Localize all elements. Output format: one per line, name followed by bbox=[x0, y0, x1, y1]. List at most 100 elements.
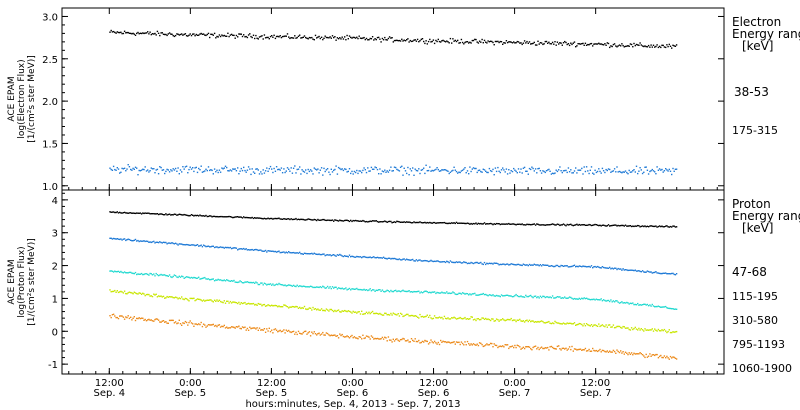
data-point bbox=[560, 297, 562, 299]
data-point bbox=[205, 214, 207, 217]
data-point bbox=[187, 324, 189, 326]
data-point bbox=[392, 338, 394, 340]
data-point bbox=[219, 215, 222, 218]
data-point bbox=[235, 170, 238, 172]
data-point bbox=[286, 306, 289, 308]
data-point bbox=[645, 353, 647, 356]
data-point bbox=[594, 169, 596, 171]
data-point bbox=[370, 166, 373, 169]
data-point bbox=[475, 294, 477, 296]
data-point bbox=[251, 282, 253, 284]
data-point bbox=[206, 245, 208, 248]
data-point bbox=[590, 224, 593, 227]
data-point bbox=[452, 291, 454, 293]
data-point bbox=[358, 311, 360, 313]
data-point bbox=[224, 216, 227, 218]
data-point bbox=[516, 40, 518, 43]
data-point bbox=[533, 263, 535, 265]
data-point bbox=[266, 328, 268, 330]
data-point bbox=[578, 43, 580, 45]
data-point bbox=[571, 265, 573, 268]
data-point bbox=[209, 299, 211, 301]
data-point bbox=[114, 211, 116, 214]
data-point bbox=[527, 42, 529, 44]
data-point bbox=[179, 33, 182, 36]
data-point bbox=[345, 168, 347, 171]
data-point bbox=[159, 34, 161, 37]
data-point bbox=[221, 301, 223, 303]
data-point bbox=[471, 344, 473, 346]
data-point bbox=[651, 168, 653, 171]
data-point bbox=[495, 40, 498, 43]
data-point bbox=[515, 293, 517, 296]
data-point bbox=[165, 321, 167, 323]
data-point bbox=[629, 329, 632, 331]
data-point bbox=[145, 240, 148, 242]
data-point bbox=[120, 171, 122, 173]
data-point bbox=[150, 319, 152, 321]
data-point bbox=[595, 298, 598, 300]
data-point bbox=[361, 289, 363, 291]
data-point bbox=[380, 257, 382, 259]
xtick-date-label: Sep. 6 bbox=[337, 388, 369, 399]
data-point bbox=[534, 224, 537, 226]
data-point bbox=[647, 305, 650, 307]
data-point bbox=[255, 217, 257, 219]
data-point bbox=[168, 242, 171, 244]
data-point bbox=[560, 349, 562, 351]
data-point bbox=[575, 167, 577, 169]
data-point bbox=[406, 340, 408, 342]
data-point bbox=[119, 31, 121, 34]
data-point bbox=[485, 317, 487, 320]
data-point bbox=[588, 44, 590, 46]
data-point bbox=[314, 219, 317, 221]
data-point bbox=[222, 216, 224, 218]
data-point bbox=[463, 43, 465, 45]
data-point bbox=[407, 221, 409, 223]
data-point bbox=[504, 319, 506, 322]
data-point bbox=[363, 36, 365, 39]
data-point bbox=[147, 31, 149, 33]
data-point bbox=[568, 322, 571, 324]
data-point bbox=[455, 40, 458, 43]
data-point bbox=[443, 261, 446, 263]
data-point bbox=[318, 219, 320, 221]
data-point bbox=[588, 298, 590, 300]
data-point bbox=[281, 251, 284, 253]
data-point bbox=[387, 257, 390, 259]
data-point bbox=[353, 336, 356, 338]
data-point bbox=[544, 40, 546, 43]
data-point bbox=[589, 43, 591, 45]
data-point bbox=[337, 287, 340, 289]
data-point bbox=[275, 35, 278, 38]
data-point bbox=[384, 220, 386, 222]
data-point bbox=[491, 294, 493, 297]
data-point bbox=[123, 211, 126, 214]
data-point bbox=[668, 43, 670, 46]
data-point bbox=[412, 167, 414, 169]
data-point bbox=[430, 222, 432, 224]
data-point bbox=[650, 355, 652, 357]
data-point bbox=[658, 355, 661, 358]
data-point bbox=[144, 32, 146, 34]
data-point bbox=[348, 337, 351, 339]
data-point bbox=[431, 40, 433, 43]
data-point bbox=[403, 315, 405, 317]
data-point bbox=[274, 250, 277, 253]
data-point bbox=[164, 33, 166, 36]
data-point bbox=[319, 37, 321, 40]
data-point bbox=[350, 219, 352, 222]
data-point bbox=[173, 297, 176, 299]
data-point bbox=[508, 318, 510, 321]
data-point bbox=[387, 220, 390, 223]
data-point bbox=[626, 269, 628, 271]
data-point bbox=[566, 43, 568, 46]
data-point bbox=[356, 255, 358, 258]
data-point bbox=[442, 261, 444, 263]
data-point bbox=[646, 169, 649, 171]
data-point bbox=[489, 170, 492, 172]
data-point bbox=[193, 215, 195, 217]
data-point bbox=[144, 212, 146, 214]
data-point bbox=[519, 264, 521, 266]
data-point bbox=[249, 217, 251, 219]
